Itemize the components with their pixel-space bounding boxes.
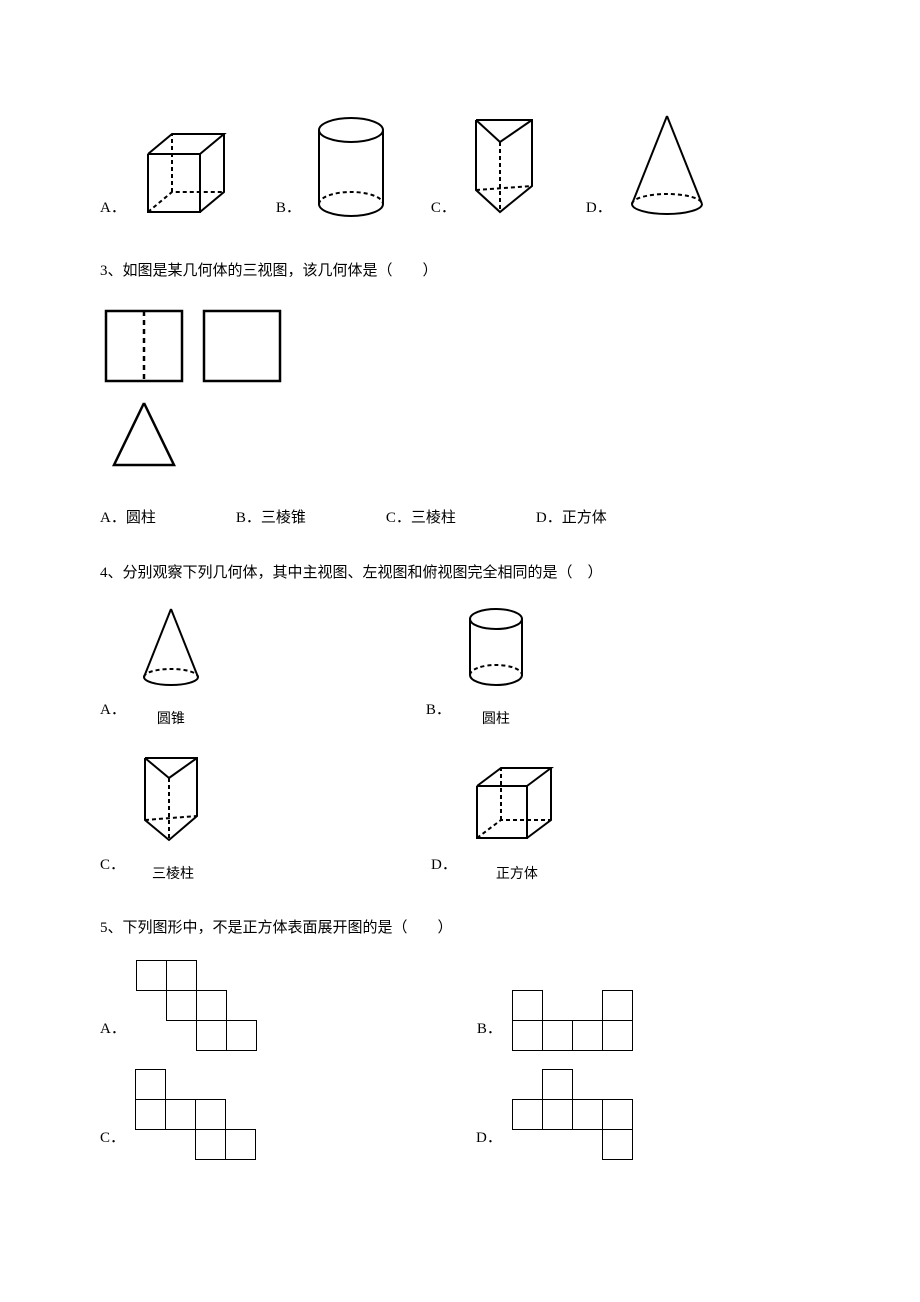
cylinder-small-icon — [461, 605, 531, 701]
q4-option-d: D． 正方体 — [431, 750, 567, 887]
option-letter: C． — [431, 195, 456, 230]
option-letter: C． — [100, 852, 125, 887]
prism-small-icon — [135, 750, 211, 856]
q3-option-c: C．三棱柱 — [386, 505, 456, 532]
option-letter: B． — [276, 195, 301, 230]
q2-option-c: C． — [431, 110, 546, 230]
q3-options: A．圆柱 B．三棱锥 C．三棱柱 D．正方体 — [100, 505, 820, 532]
option-letter: D． — [586, 195, 612, 230]
triangular-prism-icon — [466, 110, 546, 230]
q3-option-b: B．三棱锥 — [236, 505, 306, 532]
q5-option-a: A． — [100, 960, 257, 1051]
cone-small-icon — [136, 605, 206, 701]
prism-label: 三棱柱 — [152, 862, 194, 887]
net-a-icon — [136, 960, 257, 1051]
option-letter: B． — [477, 1016, 502, 1051]
option-letter: A． — [100, 195, 126, 230]
q4-option-a: A． 圆锥 — [100, 605, 206, 732]
q5-text: 5、下列图形中，不是正方体表面展开图的是（ ） — [100, 915, 820, 942]
net-d-icon — [512, 1069, 633, 1160]
q4-option-b: B． 圆柱 — [426, 605, 531, 732]
net-c-icon — [135, 1069, 256, 1160]
q3-option-d: D．正方体 — [536, 505, 607, 532]
option-letter: B． — [426, 697, 451, 732]
q2-option-d: D． — [586, 110, 712, 230]
q3-text: 3、如图是某几何体的三视图，该几何体是（ ） — [100, 258, 820, 285]
q2-options: A． B． — [100, 110, 820, 230]
q4-text: 4、分别观察下列几何体，其中主视图、左视图和俯视图完全相同的是（ ） — [100, 560, 820, 587]
q2-option-b: B． — [276, 114, 391, 230]
cone-label: 圆锥 — [157, 707, 185, 732]
q3-option-a: A．圆柱 — [100, 505, 156, 532]
option-letter: C． — [100, 1125, 125, 1160]
cone-icon — [622, 110, 712, 230]
option-letter: A． — [100, 697, 126, 732]
cylinder-label: 圆柱 — [482, 707, 510, 732]
q2-option-a: A． — [100, 128, 236, 230]
q5-option-b: B． — [477, 960, 633, 1051]
q5-option-c: C． — [100, 1069, 256, 1160]
q4-option-c: C． 三棱柱 — [100, 750, 211, 887]
option-letter: A． — [100, 1016, 126, 1051]
cube-icon — [136, 128, 236, 230]
q5-option-d: D． — [476, 1069, 633, 1160]
option-letter: D． — [431, 852, 457, 887]
q5-options: A． B． C． — [100, 960, 820, 1160]
cube-small-icon — [467, 762, 567, 856]
q4-options: A． 圆锥 B． — [100, 605, 820, 887]
q3-views — [100, 305, 820, 485]
net-b-icon — [512, 990, 633, 1051]
option-letter: D． — [476, 1125, 502, 1160]
cylinder-icon — [311, 114, 391, 230]
cube-label: 正方体 — [496, 862, 538, 887]
